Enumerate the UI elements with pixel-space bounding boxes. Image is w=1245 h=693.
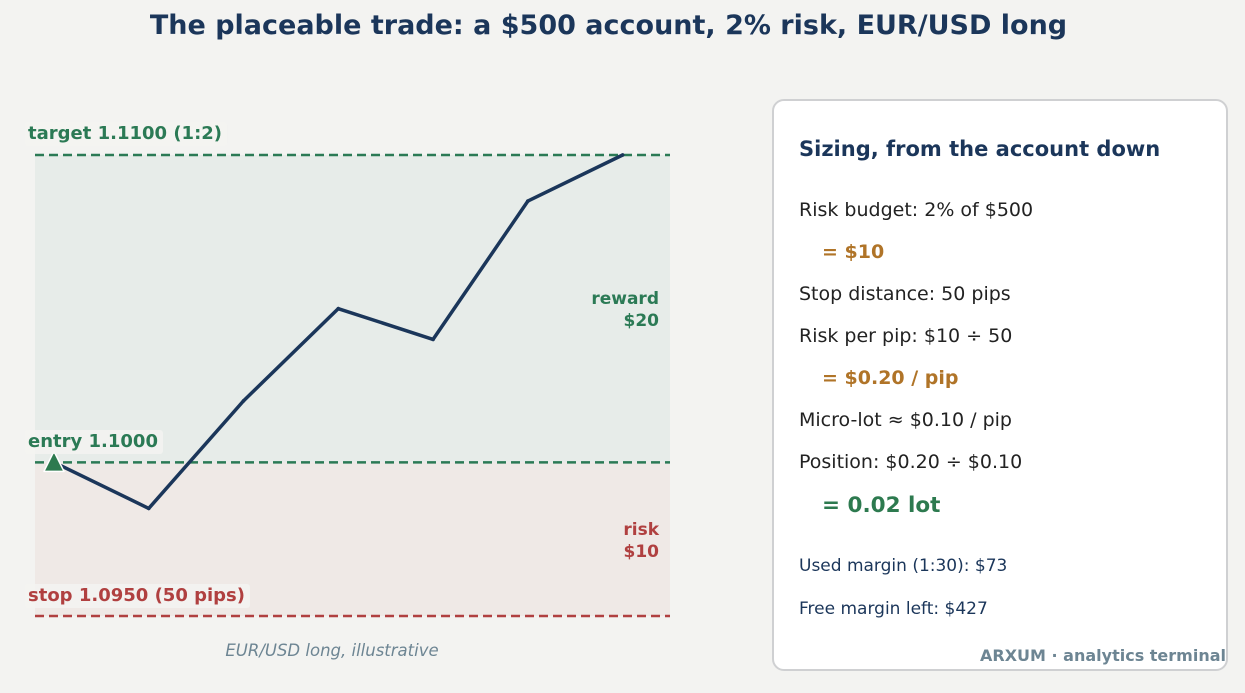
price-segment (336, 306, 435, 342)
risk-zone-value: $10 (624, 542, 660, 562)
micro-lot-line: Micro-lot ≈ $0.10 / pip (799, 409, 1012, 431)
target-label: target 1.1100 (1:2) (28, 123, 222, 144)
used-margin-line: Used margin (1:30): $73 (799, 556, 1008, 576)
price-point (620, 153, 625, 157)
price-segment (146, 399, 246, 511)
price-point (526, 199, 530, 203)
reward-zone (35, 155, 670, 463)
entry-triangle-icon (43, 450, 65, 473)
price-point (336, 306, 341, 311)
sizing-panel: Sizing, from the account down Risk budge… (772, 99, 1228, 671)
position-result: = 0.02 lot (822, 493, 941, 518)
price-segment (526, 153, 625, 203)
page-title: The placeable trade: a $500 account, 2% … (149, 10, 1068, 41)
risk-budget-line: Risk budget: 2% of $500 (799, 199, 1034, 221)
chart-caption: EUR/USD long, illustrative (225, 641, 438, 660)
price-point (241, 399, 246, 403)
stop-label: stop 1.0950 (50 pips) (28, 585, 245, 606)
price-chart: target 1.1100 (1:2) entry 1.1000 stop 1.… (28, 123, 670, 660)
price-point (431, 337, 435, 342)
price-series (52, 153, 625, 511)
price-segment (241, 306, 341, 403)
reward-zone-label: reward (591, 289, 659, 309)
risk-per-pip-line: Risk per pip: $10 ÷ 50 (799, 325, 1013, 347)
entry-label: entry 1.1000 (28, 431, 158, 452)
risk-budget-result: = $10 (822, 241, 885, 263)
price-point (146, 506, 151, 511)
price-segment (52, 460, 151, 511)
brand-footer: ARXUM · analytics terminal (980, 646, 1226, 665)
reward-zone-value: $20 (624, 311, 660, 331)
price-segment (431, 199, 530, 342)
position-line: Position: $0.20 ÷ $0.10 (799, 451, 1023, 473)
sizing-panel-title: Sizing, from the account down (799, 137, 1161, 161)
risk-per-pip-result: = $0.20 / pip (822, 367, 959, 389)
risk-zone-label: risk (623, 520, 659, 540)
stop-distance-line: Stop distance: 50 pips (799, 283, 1011, 305)
free-margin-line: Free margin left: $427 (799, 599, 988, 619)
